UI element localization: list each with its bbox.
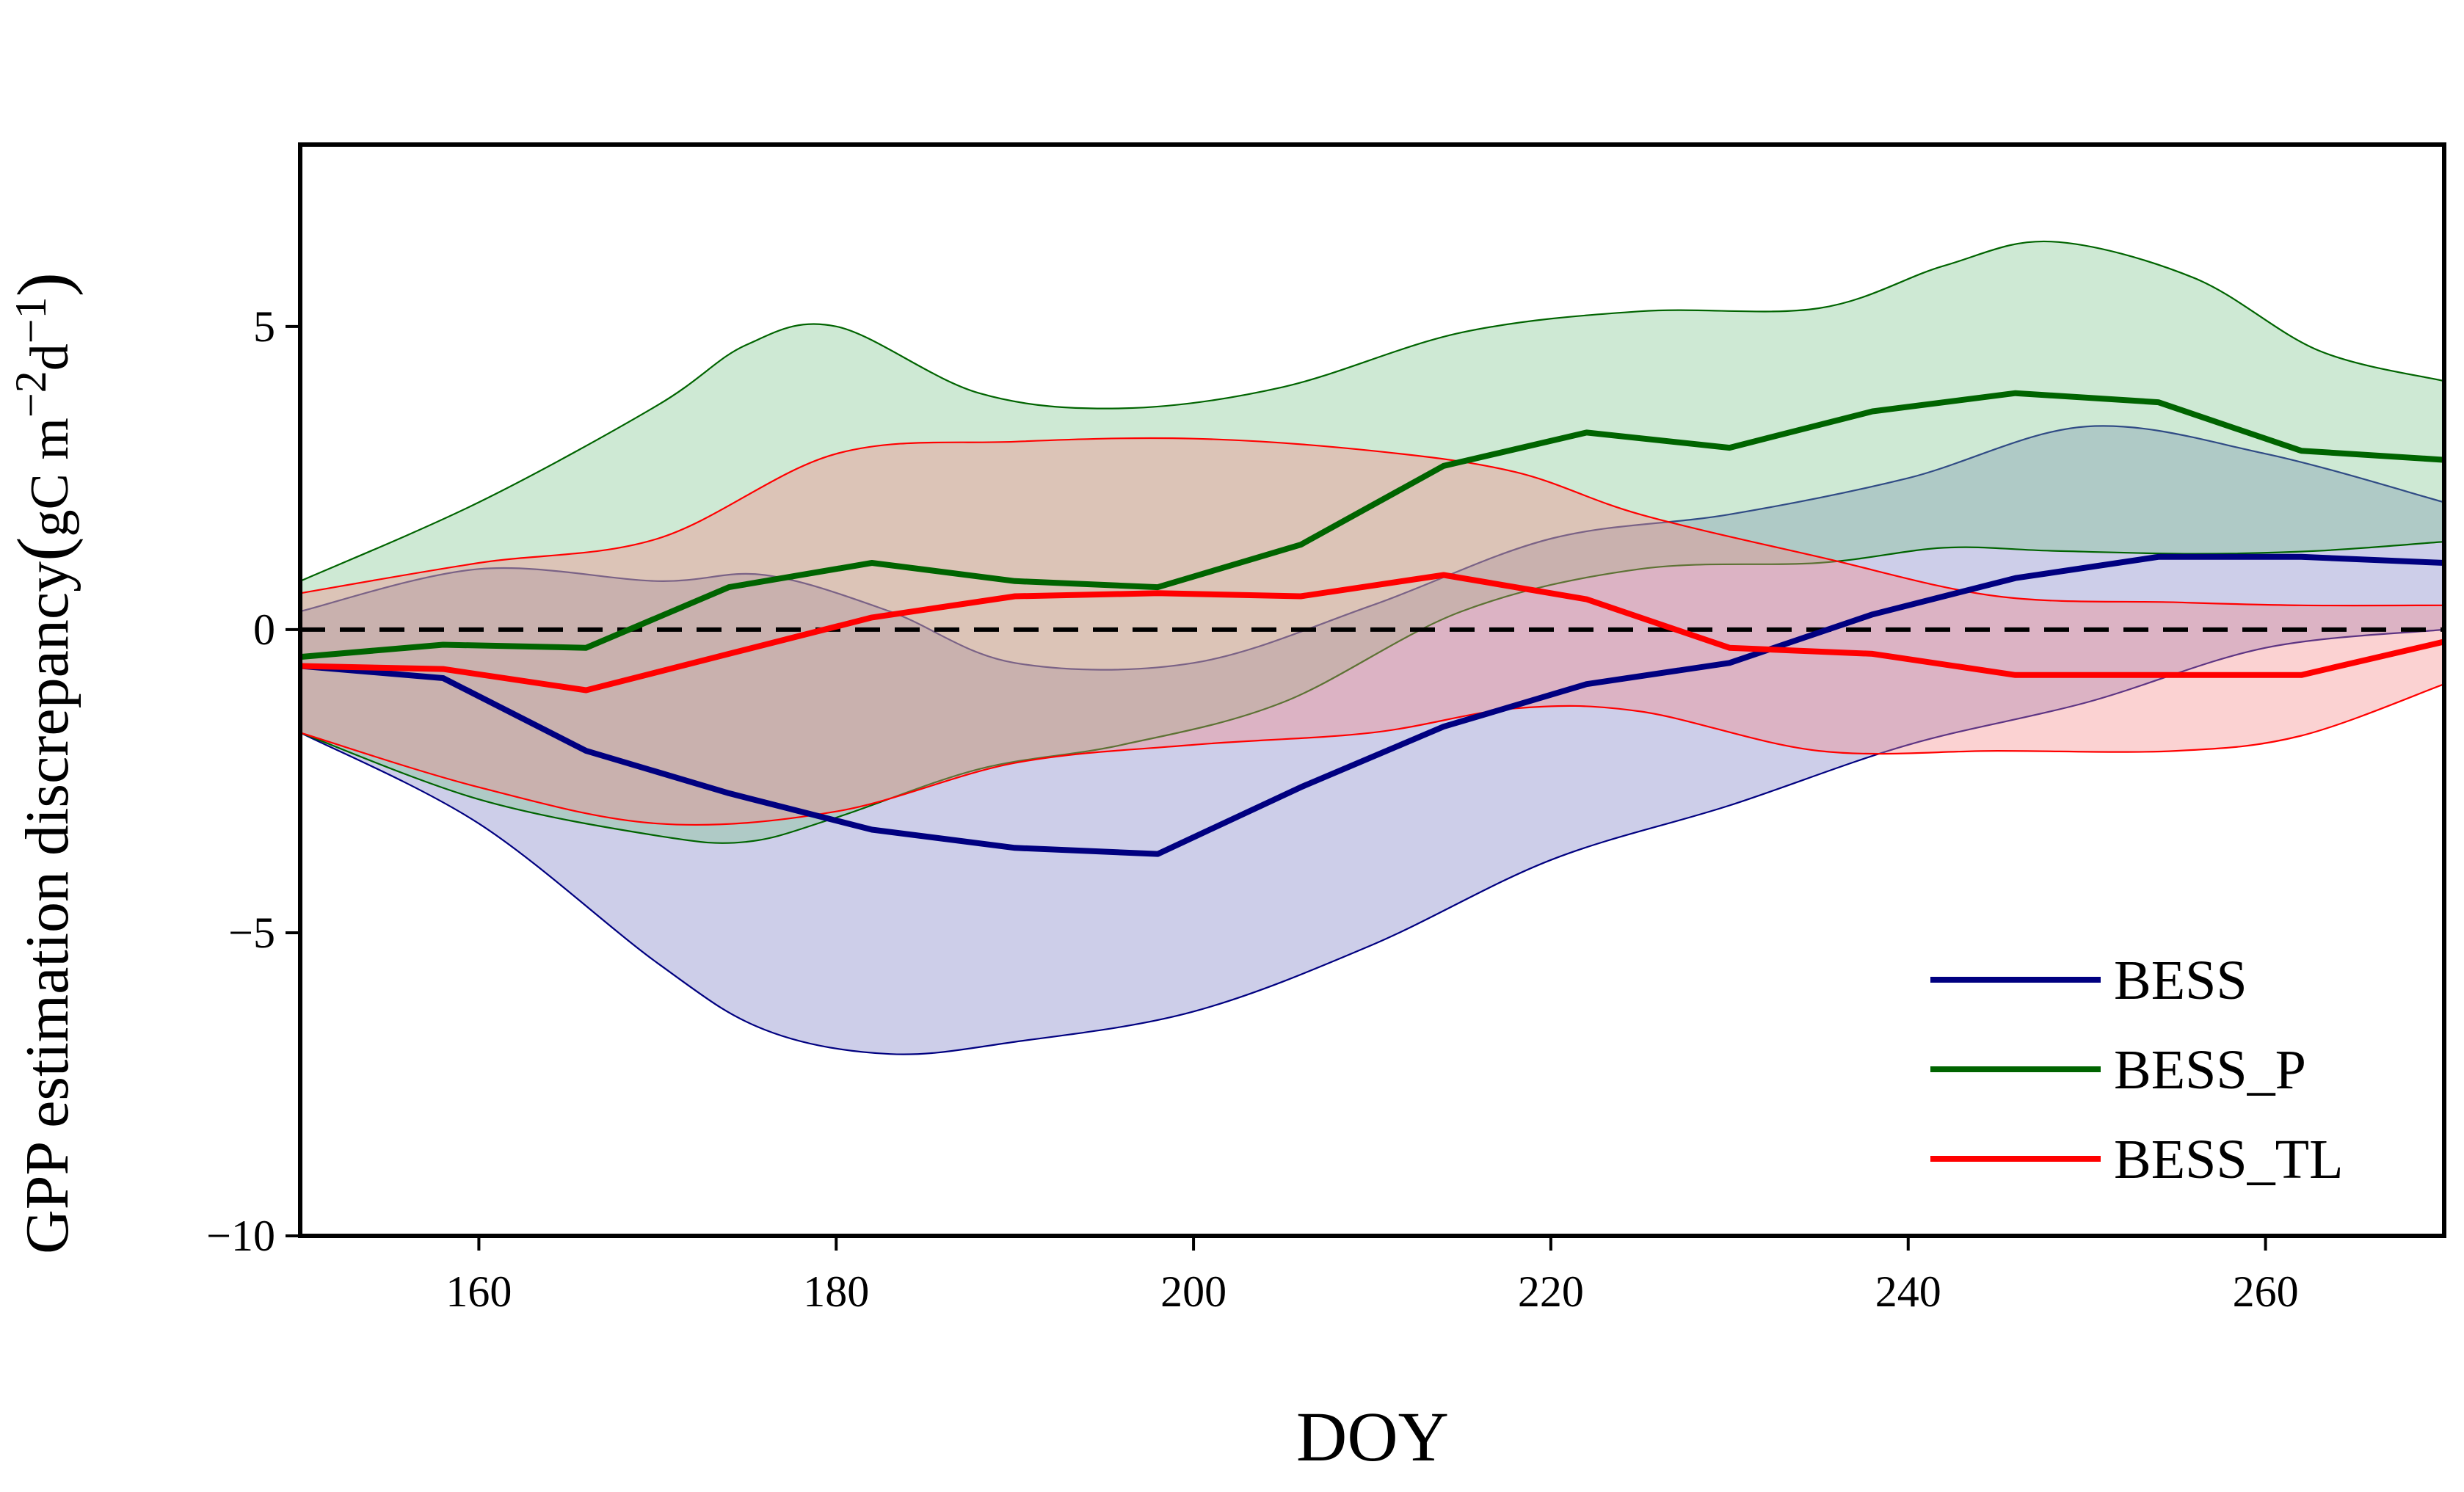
band-upper-edge-bess [300, 425, 2444, 671]
y-axis-title-unit-prefix: gC m [20, 418, 80, 536]
band-lower-edge-bess [300, 628, 2444, 1055]
band-lower-edge-bess-p [300, 541, 2444, 844]
series-line-bess-p [300, 390, 2444, 661]
legend-label-bess-tl: BESS_TL [2114, 1129, 2344, 1190]
x-tick-label: 220 [1518, 1267, 1584, 1316]
series-line-bess [300, 553, 2444, 857]
y-tick-label: 5 [253, 302, 275, 351]
series-line-bess-tl [300, 572, 2444, 694]
legend: BESS BESS_P BESS_TL [1930, 950, 2344, 1190]
bands-layer [300, 240, 2444, 1055]
y-tick-label: −5 [228, 909, 275, 957]
y-axis-title-unit-mid: d [20, 343, 80, 371]
x-tick-label: 200 [1160, 1267, 1226, 1316]
plot-frame [298, 142, 2446, 1238]
x-tick-label: 180 [803, 1267, 869, 1316]
ticks-layer: 160 180 200 220 240 260 5 0 −5 −10 [206, 302, 2298, 1316]
y-axis-title-sup1: −2 [7, 371, 55, 418]
y-axis-title: GPP estimation discrepancy(gC m−2d−1) [2, 272, 84, 1254]
y-axis-title-close-paren: ) [2, 272, 84, 296]
y-axis-title-sup2: −1 [7, 296, 55, 343]
x-tick-label: 260 [2233, 1267, 2299, 1316]
band-bess-p [300, 241, 2444, 843]
y-tick-label: 0 [253, 605, 275, 654]
band-lower-edge-bess-tl [300, 683, 2444, 826]
legend-label-bess-p: BESS_P [2114, 1039, 2306, 1101]
legend-label-bess: BESS [2114, 950, 2247, 1011]
band-upper-edge-bess-tl [300, 437, 2444, 607]
y-axis-title-main: GPP estimation discrepancy [13, 561, 81, 1254]
band-bess [300, 426, 2444, 1055]
y-tick-label: −10 [206, 1212, 275, 1260]
x-tick-label: 160 [446, 1267, 512, 1316]
x-tick-label: 240 [1875, 1267, 1941, 1316]
lines-layer [300, 390, 2444, 857]
x-axis-title: DOY [1296, 1397, 1449, 1476]
band-upper-edge-bess-p [300, 240, 2444, 582]
y-axis-title-open-paren: ( [2, 537, 84, 561]
